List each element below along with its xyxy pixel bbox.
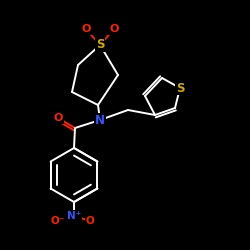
Text: O: O (81, 24, 91, 34)
Text: O: O (109, 24, 119, 34)
Text: N⁺: N⁺ (67, 211, 81, 221)
Text: O⁻: O⁻ (51, 216, 65, 226)
Text: N: N (95, 114, 105, 126)
Text: S: S (176, 82, 184, 94)
Text: S: S (96, 38, 104, 52)
Text: O: O (53, 113, 63, 123)
Text: O: O (86, 216, 94, 226)
